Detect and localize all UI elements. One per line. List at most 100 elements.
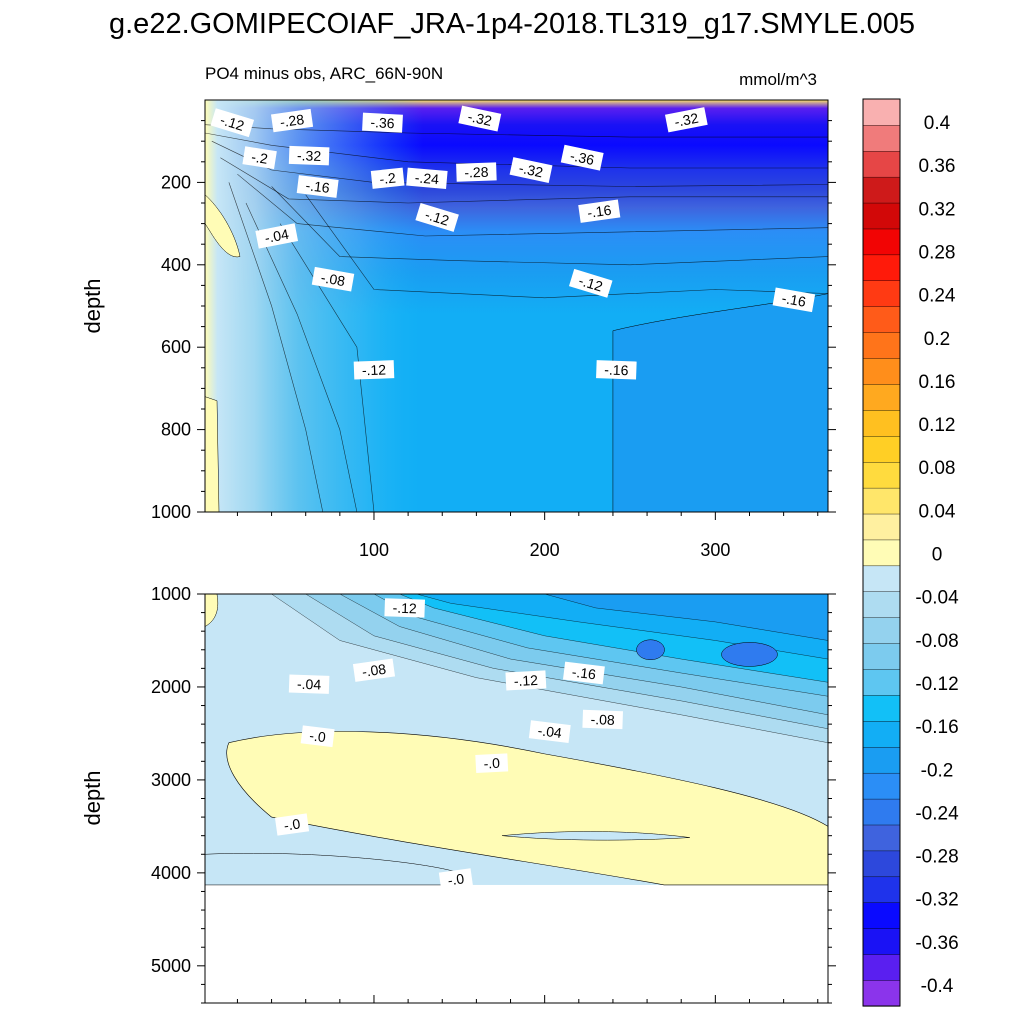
upper-contour-line <box>228 182 324 513</box>
colorbar-segment <box>862 280 901 307</box>
contour-label-text: -.0 <box>283 815 302 833</box>
lower-negative-lens <box>501 831 690 841</box>
contour-label-text: -.2 <box>379 169 397 187</box>
colorbar-segment <box>862 617 901 644</box>
upper-contour-line <box>237 173 829 237</box>
colorbar-segment <box>862 928 901 955</box>
colorbar-segment <box>862 176 901 204</box>
upper-contour-label: -.32 <box>509 157 553 184</box>
colorbar-segment <box>862 772 901 800</box>
lower-deep-patch <box>721 642 778 667</box>
contour-label-text: -.12 <box>218 111 246 133</box>
contour-label-box <box>270 108 314 133</box>
contour-label-box <box>300 725 335 748</box>
lower-contour-label: -.16 <box>562 661 605 685</box>
upper-x-tick-label: 300 <box>700 540 730 560</box>
colorbar: -0.4 -0.36 -0.32 -0.28 -0.24 -0.2 -0.16 -0.12 -0… <box>862 98 959 1007</box>
contour-label-text: -.08 <box>361 661 387 680</box>
colorbar-tick-label: 0.12 <box>919 415 956 436</box>
colorbar-segment <box>862 357 901 385</box>
colorbar-tick-label: -0.24 <box>915 803 959 824</box>
contour-label-text: -.16 <box>586 202 612 221</box>
upper-positive-patch <box>204 194 241 257</box>
contour-label-box <box>475 753 509 774</box>
upper-contour-label: -.12 <box>353 360 395 380</box>
colorbar-segment <box>862 850 901 878</box>
contour-label-box <box>353 360 395 380</box>
upper-contour-label: -.16 <box>596 360 637 380</box>
contour-label-text: -.12 <box>362 361 387 378</box>
upper-contour-line <box>204 132 828 169</box>
contour-label-box <box>664 107 708 133</box>
contour-label-box <box>562 661 605 685</box>
colorbar-tick-label: -0.28 <box>915 847 958 868</box>
colorbar-tick-label: 0.24 <box>919 286 956 307</box>
upper-contour-line <box>305 194 829 299</box>
contour-label-box <box>438 868 474 891</box>
upper-y-tick-label: 800 <box>161 420 191 440</box>
upper-contour-label: -.12 <box>568 268 613 298</box>
colorbar-segment <box>862 953 901 981</box>
colorbar-segment <box>862 539 901 567</box>
upper-contour-label: -.12 <box>210 108 255 138</box>
lower-contour-label: -.0 <box>274 813 310 836</box>
colorbar-tick-label: -0.16 <box>915 717 958 738</box>
contour-label-text: -.08 <box>590 711 615 728</box>
lower-y-tick-label: 1000 <box>151 584 191 604</box>
upper-contour-label: -.28 <box>270 108 314 133</box>
contour-label-text: -.0 <box>483 755 500 772</box>
colorbar-segment <box>862 591 901 618</box>
contour-label-text: -.16 <box>604 361 629 378</box>
colorbar-tick-label: 0.28 <box>919 242 956 263</box>
colorbar-segment <box>862 565 901 592</box>
colorbar-tick-label: 0.04 <box>919 501 956 522</box>
upper-contour-label: -.16 <box>772 287 816 313</box>
lower-deep-patch <box>636 639 665 661</box>
upper-contour-label: -.2 <box>242 146 277 170</box>
colorbar-segment <box>862 720 901 748</box>
contour-label-box <box>505 670 547 691</box>
contour-label-box <box>288 145 330 166</box>
colorbar-segment <box>862 668 901 696</box>
contour-label-box <box>210 108 255 138</box>
contour-label-box <box>528 720 571 743</box>
colorbar-segment <box>862 902 901 929</box>
contour-label-box <box>560 144 604 171</box>
lower-y-axis-label: depth <box>80 770 105 825</box>
contour-label-text: -.16 <box>781 290 808 310</box>
upper-contour-label: -.04 <box>255 223 299 249</box>
upper-contour-label: -.36 <box>560 144 604 171</box>
upper-y-tick-label: 200 <box>161 172 191 192</box>
colorbar-tick-label: -0.2 <box>921 760 954 781</box>
lower-contour-label: -.0 <box>438 868 474 891</box>
colorbar-segment <box>862 383 901 411</box>
colorbar-segment <box>862 332 901 359</box>
contour-label-text: -.12 <box>577 272 605 294</box>
lower-contour-label: -.0 <box>475 753 509 774</box>
lower-contour-label: -.08 <box>352 658 396 682</box>
upper-contour-label: -.12 <box>415 202 459 232</box>
upper-contour-line <box>220 157 828 204</box>
contour-label-text: -.12 <box>423 206 451 228</box>
upper-y-axis-label: depth <box>80 278 105 333</box>
colorbar-segment <box>862 876 901 903</box>
contour-label-text: -.24 <box>414 169 440 187</box>
contour-label-text: -.32 <box>518 160 545 181</box>
colorbar-segment <box>862 746 901 774</box>
contour-label-box <box>288 674 330 694</box>
lower-y-tick-label: 3000 <box>151 770 191 790</box>
colorbar-tick-label: -0.04 <box>915 588 959 609</box>
upper-contour-label: -.32 <box>664 107 708 133</box>
contour-label-box <box>596 360 637 380</box>
chart-units-label: mmol/m^3 <box>739 70 817 89</box>
colorbar-segment <box>862 409 901 437</box>
contour-label-box <box>311 266 355 292</box>
contour-label-text: -.16 <box>571 664 597 683</box>
chart-subtitle-left: PO4 minus obs, ARC_66N-90N <box>205 64 444 83</box>
upper-contour-label: -.16 <box>296 175 339 198</box>
contour-label-text: -.36 <box>370 114 395 131</box>
colorbar-segment <box>862 798 901 826</box>
contour-label-box <box>370 167 405 189</box>
upper-contour-line <box>245 202 358 513</box>
